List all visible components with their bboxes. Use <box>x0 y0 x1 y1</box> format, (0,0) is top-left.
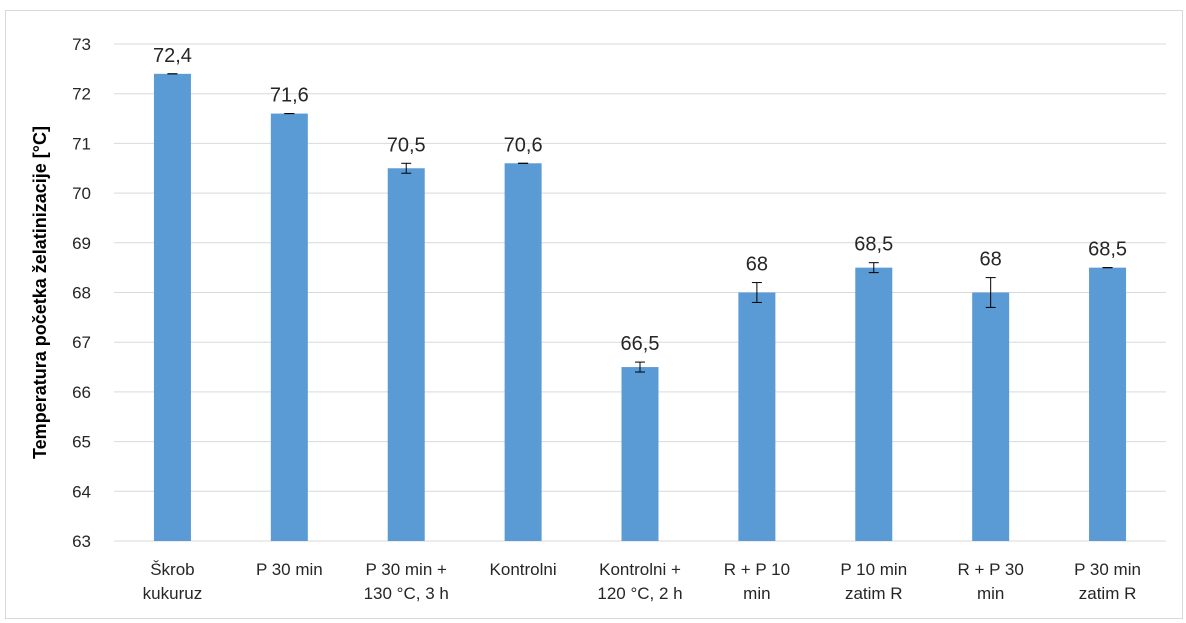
bar <box>1089 267 1127 541</box>
bar <box>387 168 425 541</box>
category-label-line: P 30 min <box>256 560 323 579</box>
data-label: 68 <box>980 249 1002 271</box>
data-label: 66,5 <box>621 333 660 355</box>
category-label-line: 120 °C, 2 h <box>597 584 682 603</box>
error-bar <box>868 262 879 274</box>
bar <box>270 113 308 541</box>
bar <box>504 163 542 541</box>
x-axis-categories: Škrob kukuruz P 30 min P 30 min + 130 °C, 3 … <box>143 560 1141 603</box>
category-label: R + P 30 min <box>958 560 1024 603</box>
y-tick-label: 69 <box>72 234 91 253</box>
category-label-line: P 30 min <box>1074 560 1141 579</box>
data-label: 70,6 <box>504 134 543 156</box>
category-label-line: R + P 10 <box>724 560 790 579</box>
data-label: 70,5 <box>387 134 426 156</box>
y-tick-label: 67 <box>72 333 91 352</box>
bar-chart: 63 64 65 66 67 68 69 70 71 72 73 72,4 71,6 70,5 70,6 6… <box>30 35 1166 603</box>
category-label-line: Kontrolni + <box>599 560 681 579</box>
category-label: P 10 min zatim R <box>840 560 907 603</box>
category-label-line: min <box>977 584 1004 603</box>
y-tick-label: 68 <box>72 284 91 303</box>
data-label: 72,4 <box>153 45 192 67</box>
category-label: Kontrolni <box>490 560 557 579</box>
category-label-line: R + P 30 <box>958 560 1024 579</box>
error-bar <box>635 361 645 373</box>
bars <box>153 73 1127 541</box>
data-label: 68,5 <box>1088 239 1127 261</box>
bar <box>621 367 659 541</box>
data-label: 71,6 <box>270 85 309 107</box>
category-label-line: min <box>743 584 770 603</box>
y-tick-label: 73 <box>72 35 91 54</box>
category-label: P 30 min <box>256 560 323 579</box>
error-bar <box>401 162 412 174</box>
category-label-line: 130 °C, 3 h <box>364 584 449 603</box>
data-labels: 72,4 71,6 70,5 70,6 66,5 68 68,5 68 68,5 <box>153 45 1127 355</box>
category-label-line: zatim R <box>1079 584 1137 603</box>
bar <box>153 73 191 541</box>
category-label-line: zatim R <box>845 584 903 603</box>
y-tick-label: 66 <box>72 383 91 402</box>
error-bar <box>751 282 762 303</box>
category-label-line: kukuruz <box>143 584 203 603</box>
y-tick-label: 64 <box>72 482 91 501</box>
y-tick-label: 71 <box>72 134 91 153</box>
y-axis-ticks: 63 64 65 66 67 68 69 70 71 72 73 <box>72 35 91 551</box>
category-label-line: P 10 min <box>840 560 907 579</box>
category-label: P 30 min zatim R <box>1074 560 1141 603</box>
y-tick-label: 65 <box>72 433 91 452</box>
y-tick-label: 63 <box>72 532 91 551</box>
error-bar <box>985 277 996 308</box>
category-label: Kontrolni + 120 °C, 2 h <box>597 560 682 603</box>
y-tick-label: 70 <box>72 184 91 203</box>
bar <box>738 292 776 541</box>
bar <box>855 267 893 541</box>
category-label-line: Škrob <box>150 560 194 579</box>
category-label: P 30 min + 130 °C, 3 h <box>364 560 449 603</box>
y-axis-title: Temperatura početka želatinizacije [°C] <box>30 126 50 459</box>
bar <box>972 292 1010 541</box>
data-label: 68 <box>746 254 768 276</box>
category-label: Škrob kukuruz <box>143 560 203 603</box>
chart-frame: 63 64 65 66 67 68 69 70 71 72 73 72,4 71,6 70,5 70,6 6… <box>5 10 1183 619</box>
error-bars <box>167 73 1113 373</box>
category-label-line: Kontrolni <box>490 560 557 579</box>
y-tick-label: 72 <box>72 85 91 104</box>
category-label: R + P 10 min <box>724 560 790 603</box>
category-label-line: P 30 min + <box>366 560 448 579</box>
data-label: 68,5 <box>854 234 893 256</box>
